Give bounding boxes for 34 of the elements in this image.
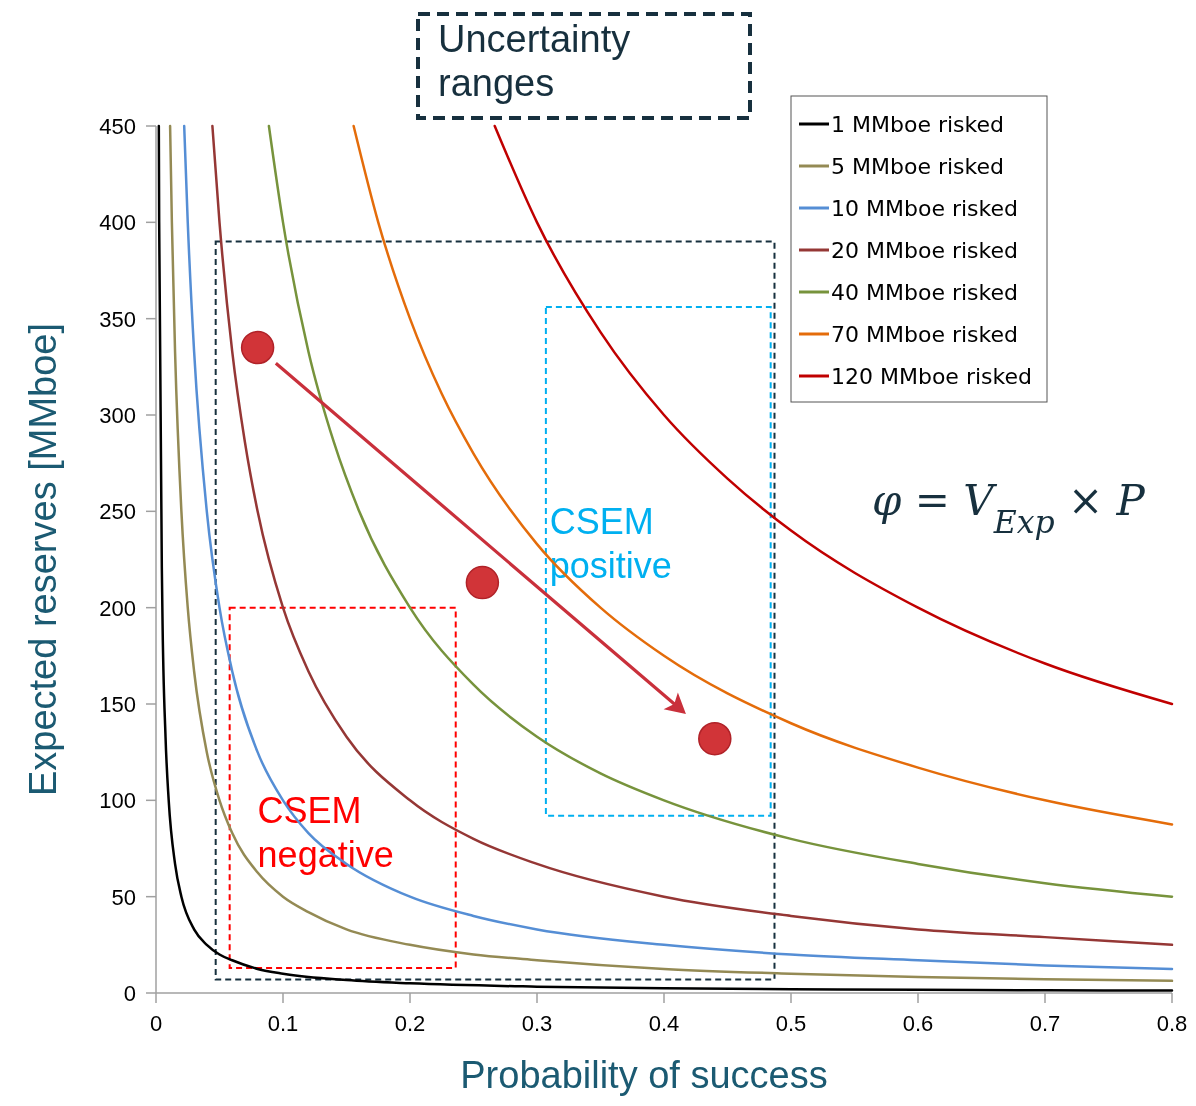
y-tick-label: 0 (123, 981, 136, 1006)
annotation: CSEM positive (549, 501, 672, 587)
x-axis-title: Probability of success (460, 1054, 828, 1096)
y-tick-label: 450 (99, 114, 136, 139)
y-axis-title: Expected reserves [MMboe] (22, 322, 64, 797)
y-tick-label: 400 (99, 210, 136, 236)
point (698, 721, 732, 756)
legend-label: 120 MMboe risked (831, 364, 1032, 389)
x-tick-label: 0 (149, 1011, 163, 1036)
y-tick-label: 100 (99, 788, 136, 814)
legend-label: 5 MMboe risked (831, 154, 1004, 179)
y-tick-label: 250 (99, 499, 136, 525)
y-tick-label: 150 (99, 692, 136, 717)
x-tick-label: 0.1 (267, 1011, 299, 1036)
x-tick-label: 0.4 (648, 1011, 680, 1036)
legend-label: 70 MMboe risked (831, 322, 1018, 347)
x-tick-label: 0.7 (1029, 1011, 1061, 1036)
y-tick-label: 50 (111, 884, 136, 910)
x-tick-label: 0.2 (394, 1011, 426, 1036)
y-tick-label: 200 (99, 595, 136, 621)
y-tick-label: 350 (99, 306, 136, 332)
x-tick-label: 0.5 (775, 1011, 807, 1036)
y-tick-label: 300 (99, 403, 136, 428)
point (240, 330, 275, 365)
legend-label: 10 MMboe risked (831, 196, 1018, 221)
legend-label: 40 MMboe risked (831, 280, 1018, 305)
text: Uncertainty ranges (438, 18, 631, 104)
annotation: φ = V$_{Exp}$ × P (872, 476, 1146, 541)
legend-label: 20 MMboe risked (831, 238, 1018, 263)
x-tick-label: 0.8 (1156, 1011, 1188, 1036)
legend-label: 1 MMboe risked (831, 112, 1004, 137)
point (465, 565, 500, 600)
x-tick-label: 0.6 (902, 1011, 934, 1036)
x-tick-label: 0.3 (521, 1011, 553, 1036)
